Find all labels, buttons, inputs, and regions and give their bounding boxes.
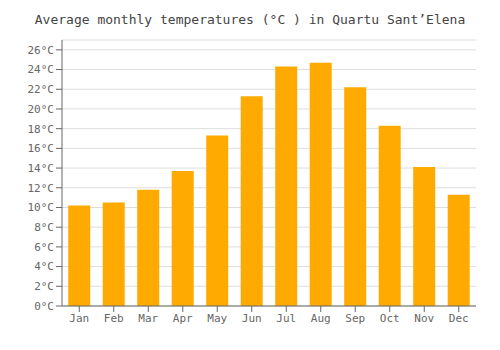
svg-text:4°C: 4°C — [34, 260, 54, 273]
svg-text:26°C: 26°C — [28, 44, 55, 57]
svg-text:24°C: 24°C — [28, 63, 55, 76]
svg-text:Jan: Jan — [69, 312, 89, 325]
svg-text:22°C: 22°C — [28, 83, 55, 96]
svg-text:Oct: Oct — [380, 312, 400, 325]
svg-text:10°C: 10°C — [28, 201, 55, 214]
svg-text:18°C: 18°C — [28, 123, 55, 136]
svg-text:12°C: 12°C — [28, 182, 55, 195]
svg-text:2°C: 2°C — [34, 280, 54, 293]
svg-text:Jun: Jun — [242, 312, 262, 325]
svg-text:Nov: Nov — [414, 312, 434, 325]
svg-text:8°C: 8°C — [34, 221, 54, 234]
svg-text:Sep: Sep — [345, 312, 365, 325]
svg-text:Aug: Aug — [311, 312, 331, 325]
svg-text:20°C: 20°C — [28, 103, 55, 116]
svg-text:Dec: Dec — [449, 312, 469, 325]
svg-text:Jul: Jul — [276, 312, 296, 325]
html-text:Average monthly temperatures (: Average monthly temperatures (°C ) in Qu… — [34, 12, 466, 27]
svg-text:0°C: 0°C — [34, 300, 54, 313]
svg-text:14°C: 14°C — [28, 162, 55, 175]
svg-text:16°C: 16°C — [28, 142, 55, 155]
svg-text:Feb: Feb — [104, 312, 124, 325]
svg-text:May: May — [207, 312, 227, 325]
svg-text:6°C: 6°C — [34, 241, 54, 254]
svg-text:Mar: Mar — [138, 312, 158, 325]
svg-text:Apr: Apr — [173, 312, 193, 325]
